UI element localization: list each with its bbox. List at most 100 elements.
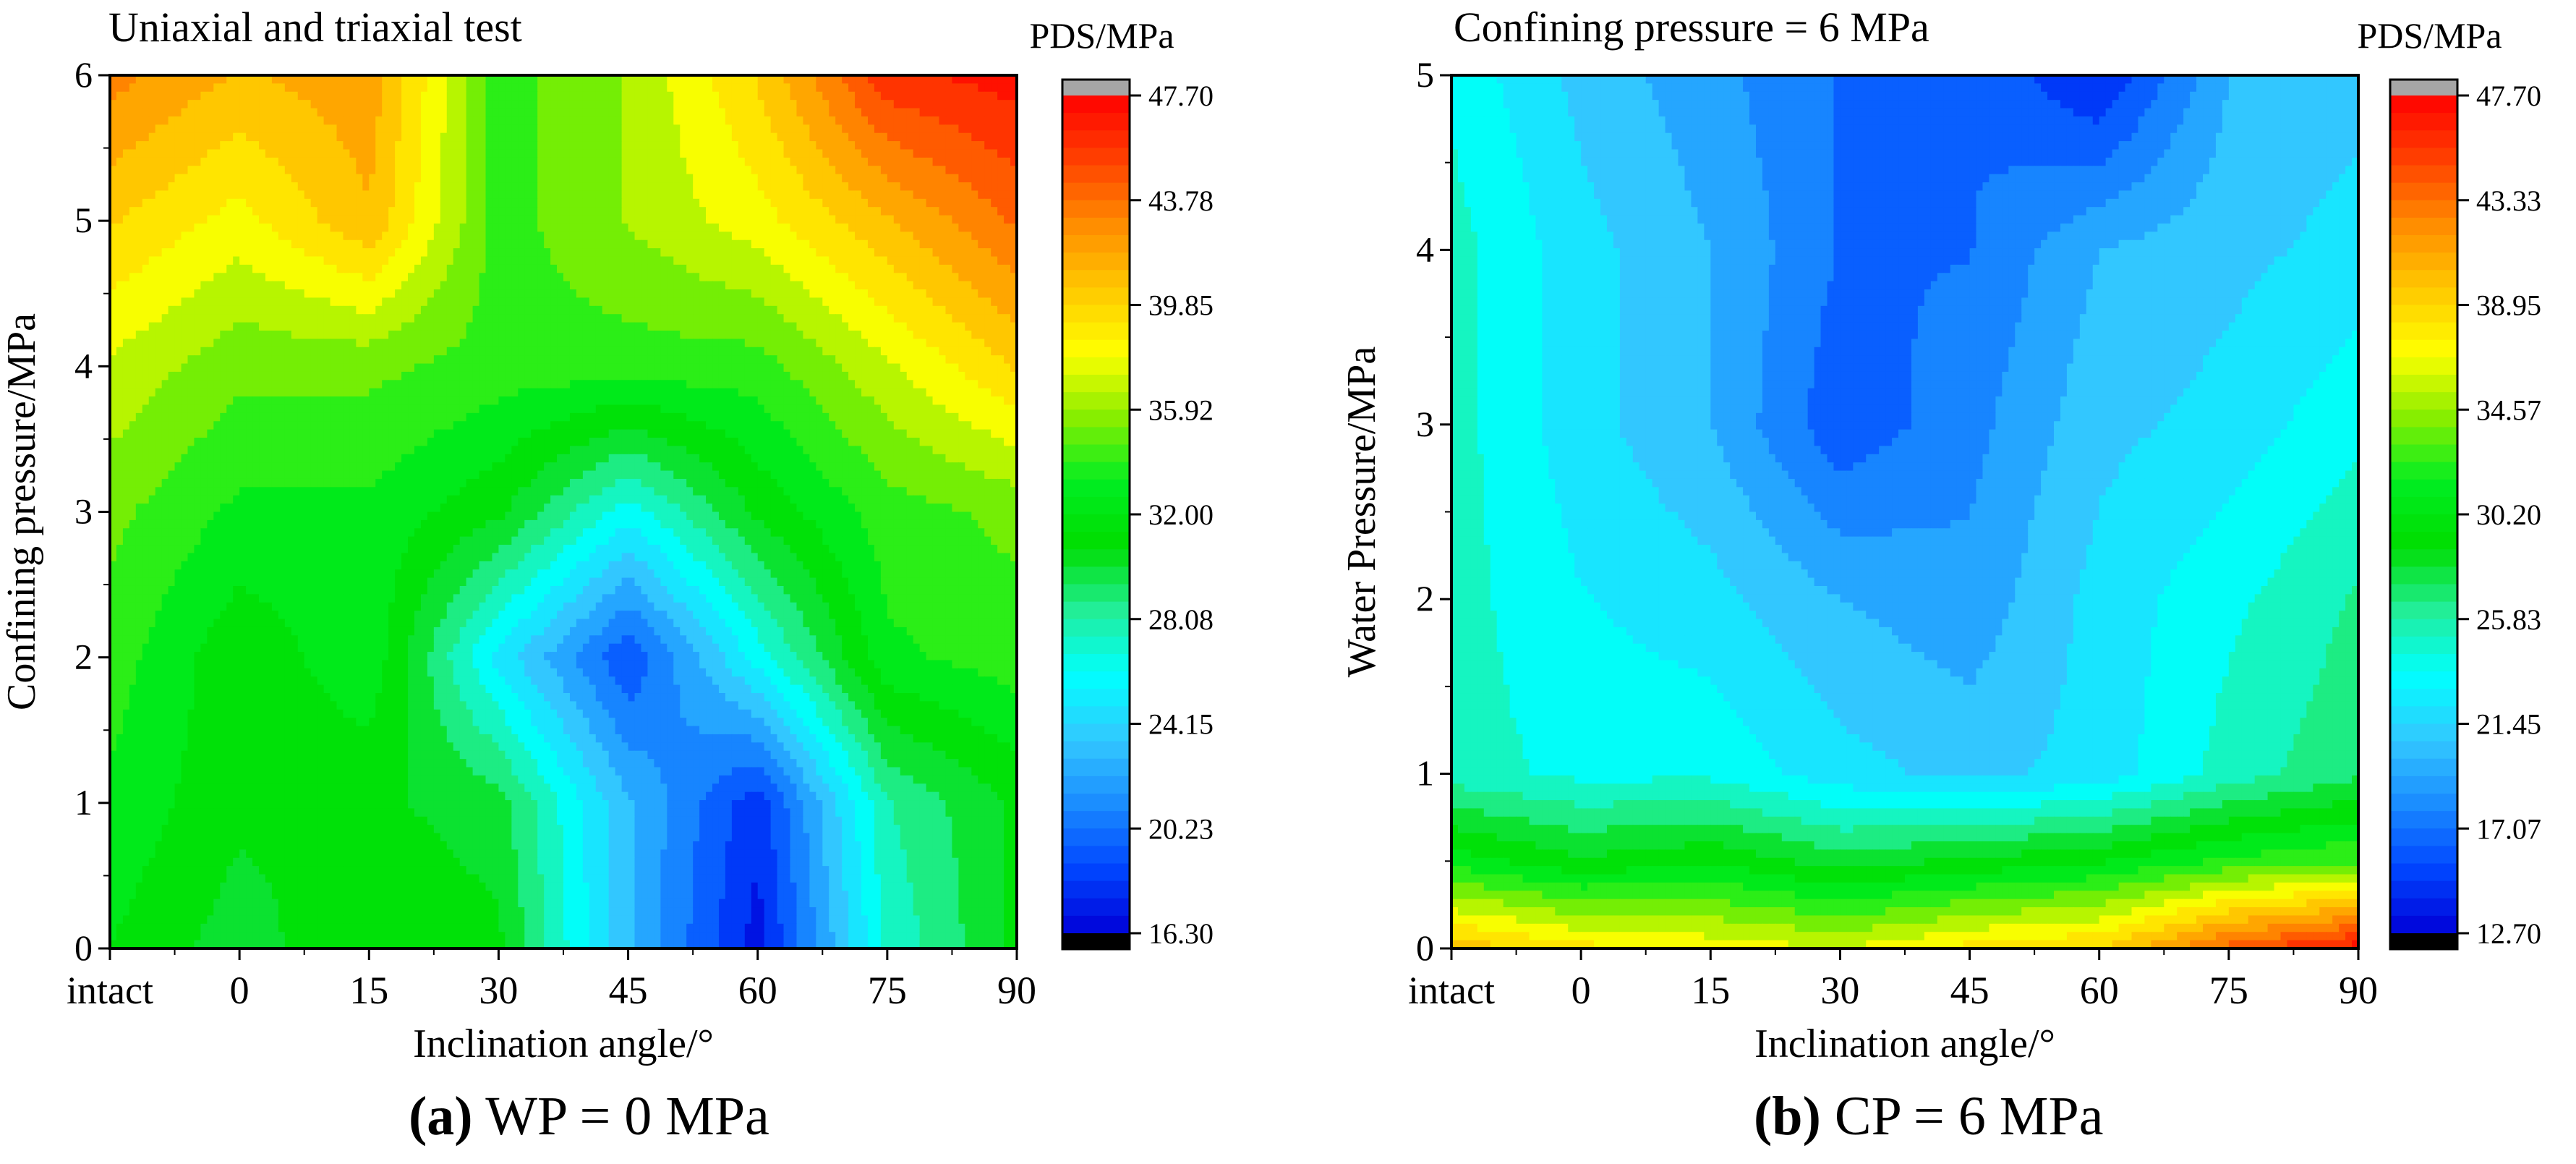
contour-cell xyxy=(647,239,654,249)
contour-cell xyxy=(738,239,746,249)
contour-cell xyxy=(401,297,409,307)
contour-cell xyxy=(155,239,163,249)
contour-cell xyxy=(906,132,914,142)
contour-cell xyxy=(667,157,674,166)
contour-cell xyxy=(608,174,616,183)
contour-cell xyxy=(595,132,603,142)
contour-cell xyxy=(945,297,953,307)
contour-cell xyxy=(952,91,959,101)
contour-cell xyxy=(913,239,921,249)
contour-cell xyxy=(246,264,253,273)
contour-cell xyxy=(291,198,299,208)
contour-cell xyxy=(233,149,240,158)
contour-cell xyxy=(388,100,396,109)
contour-cell xyxy=(459,75,467,84)
contour-cell xyxy=(660,273,668,282)
contour-cell xyxy=(919,174,927,183)
contour-cell xyxy=(122,182,130,192)
contour-cell xyxy=(161,223,169,232)
contour-cell xyxy=(110,124,117,134)
contour-cell xyxy=(887,322,895,331)
contour-cell xyxy=(427,355,435,365)
contour-cell xyxy=(284,330,292,339)
contour-cell xyxy=(991,75,998,84)
contour-cell xyxy=(1004,132,1011,142)
contour-cell xyxy=(142,239,150,249)
contour-cell xyxy=(790,207,798,216)
contour-cell xyxy=(615,174,623,183)
contour-cell xyxy=(848,297,856,307)
contour-cell xyxy=(751,281,759,290)
contour-cell xyxy=(816,231,823,241)
contour-cell xyxy=(278,305,286,315)
contour-cell xyxy=(304,190,312,200)
contour-cell xyxy=(174,339,182,348)
contour-cell xyxy=(997,75,1005,84)
contour-cell xyxy=(168,355,176,365)
contour-cell xyxy=(155,289,163,299)
contour-cell xyxy=(265,231,273,241)
contour-cell xyxy=(595,198,603,208)
contour-cell xyxy=(226,248,234,258)
contour-cell xyxy=(887,100,895,109)
contour-cell xyxy=(472,273,480,282)
contour-cell xyxy=(757,347,765,356)
contour-cell xyxy=(395,223,402,232)
contour-cell xyxy=(395,264,402,273)
contour-cell xyxy=(420,363,428,373)
contour-cell xyxy=(194,289,201,299)
contour-cell xyxy=(582,198,590,208)
contour-cell xyxy=(194,198,201,208)
contour-cell xyxy=(511,297,519,307)
contour-cell xyxy=(686,223,694,232)
contour-cell xyxy=(932,83,940,93)
contour-cell xyxy=(699,305,707,315)
contour-cell xyxy=(220,273,227,282)
contour-cell xyxy=(246,330,253,339)
contour-cell xyxy=(673,322,681,331)
contour-cell xyxy=(161,314,169,323)
contour-cell xyxy=(220,166,227,175)
contour-cell xyxy=(563,141,571,150)
contour-cell xyxy=(641,239,649,249)
contour-cell xyxy=(239,100,247,109)
contour-cell xyxy=(330,347,338,356)
contour-cell xyxy=(284,132,292,142)
contour-cell xyxy=(148,157,156,166)
contour-cell xyxy=(129,83,137,93)
contour-cell xyxy=(842,174,849,183)
contour-fill xyxy=(110,75,1018,949)
contour-cell xyxy=(518,75,525,84)
contour-cell xyxy=(122,273,130,282)
contour-cell xyxy=(796,281,804,290)
contour-cell xyxy=(174,297,182,307)
contour-cell xyxy=(110,141,117,150)
contour-cell xyxy=(110,297,117,307)
contour-cell xyxy=(207,157,214,166)
contour-cell xyxy=(122,339,130,348)
contour-cell xyxy=(783,100,791,109)
contour-cell xyxy=(330,231,338,241)
contour-cell xyxy=(777,149,785,158)
contour-cell xyxy=(680,182,687,192)
contour-cell xyxy=(168,314,176,323)
contour-cell xyxy=(1004,215,1011,224)
contour-cell xyxy=(239,83,247,93)
contour-cell xyxy=(116,198,124,208)
contour-cell xyxy=(498,363,506,373)
contour-cell xyxy=(660,149,668,158)
contour-cell xyxy=(349,322,357,331)
contour-cell xyxy=(498,182,506,192)
contour-cell xyxy=(965,100,972,109)
contour-cell xyxy=(634,149,642,158)
contour-cell xyxy=(919,314,927,323)
contour-cell xyxy=(187,149,195,158)
contour-cell xyxy=(246,339,253,348)
contour-cell xyxy=(349,273,357,282)
contour-cell xyxy=(330,75,338,84)
contour-cell xyxy=(822,215,829,224)
contour-cell xyxy=(343,339,351,348)
contour-cell xyxy=(524,174,532,183)
contour-cell xyxy=(615,207,623,216)
contour-cell xyxy=(485,281,493,290)
